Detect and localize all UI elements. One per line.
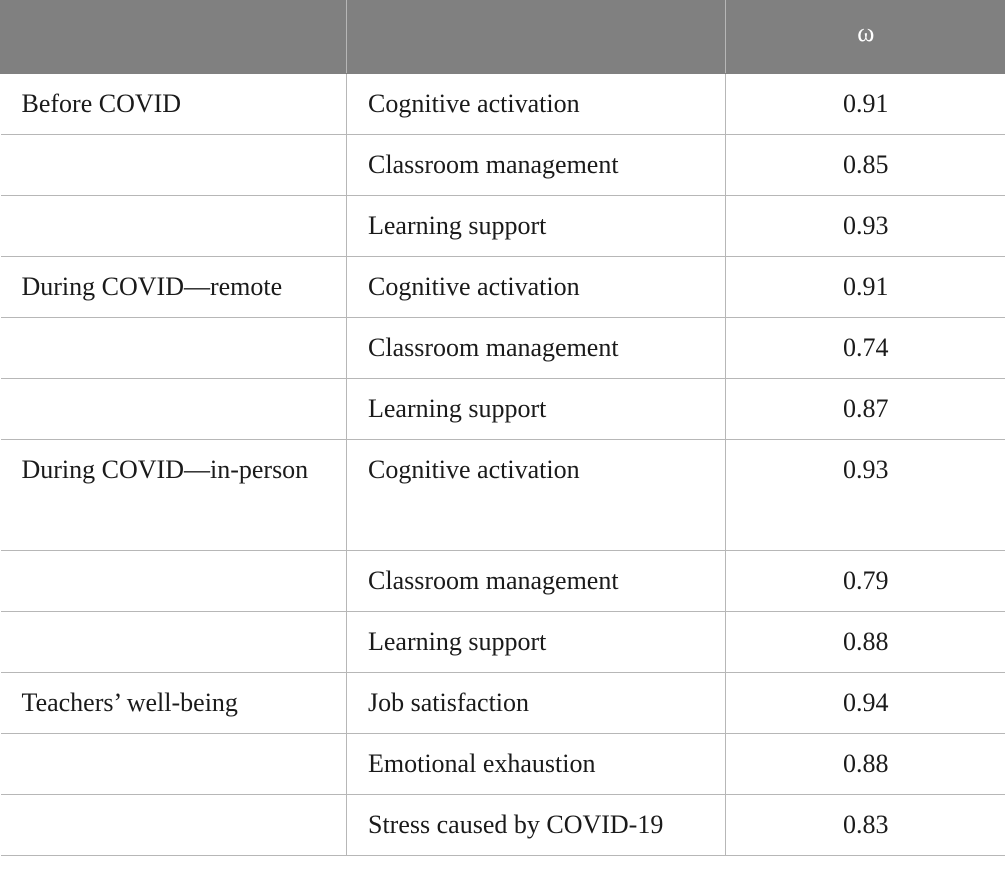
scale-cell: Cognitive activation (346, 73, 726, 135)
omega-cell: 0.87 (725, 378, 1005, 440)
table-row: Before COVID Cognitive activation 0.91 (0, 73, 1005, 135)
header-group (0, 0, 347, 74)
table-row: Emotional exhaustion 0.88 (0, 733, 1005, 795)
omega-cell: 0.74 (725, 317, 1005, 379)
omega-cell: 0.83 (725, 794, 1005, 856)
omega-cell: 0.79 (725, 550, 1005, 612)
scale-cell: Emotional exhaustion (346, 733, 726, 795)
scale-cell: Job satisfaction (346, 672, 726, 734)
table-body: Before COVID Cognitive activation 0.91 C… (0, 73, 1005, 856)
omega-cell: 0.88 (725, 611, 1005, 673)
table-row: Teachers’ well-being Job satisfaction 0.… (0, 672, 1005, 734)
group-cell (0, 550, 347, 612)
scale-cell: Learning support (346, 195, 726, 257)
group-cell (0, 733, 347, 795)
omega-cell: 0.91 (725, 73, 1005, 135)
scale-cell: Learning support (346, 378, 726, 440)
table-row: Learning support 0.87 (0, 378, 1005, 440)
omega-cell: 0.93 (725, 195, 1005, 257)
table-row: Learning support 0.93 (0, 195, 1005, 257)
group-cell: Before COVID (0, 73, 347, 135)
omega-cell: 0.94 (725, 672, 1005, 734)
omega-cell: 0.88 (725, 733, 1005, 795)
table-row: During COVID—in-person Cognitive activat… (0, 439, 1005, 551)
table-row: During COVID—remote Cognitive activation… (0, 256, 1005, 318)
header-scale (346, 0, 726, 74)
group-cell: Teachers’ well-being (0, 672, 347, 734)
table-row: Classroom management 0.85 (0, 134, 1005, 196)
scale-cell: Classroom management (346, 550, 726, 612)
omega-cell: 0.85 (725, 134, 1005, 196)
table-row: Learning support 0.88 (0, 611, 1005, 673)
group-cell (0, 611, 347, 673)
table-header: ω (0, 0, 1005, 74)
table-row: Classroom management 0.74 (0, 317, 1005, 379)
scale-cell: Stress caused by COVID-19 (346, 794, 726, 856)
group-cell (0, 378, 347, 440)
scale-cell: Learning support (346, 611, 726, 673)
scale-cell: Cognitive activation (346, 256, 726, 318)
scale-cell: Cognitive activation (346, 439, 726, 551)
group-cell (0, 794, 347, 856)
group-cell (0, 195, 347, 257)
omega-cell: 0.93 (725, 439, 1005, 551)
scale-cell: Classroom management (346, 317, 726, 379)
group-cell: During COVID—remote (0, 256, 347, 318)
table-row: Stress caused by COVID-19 0.83 (0, 794, 1005, 856)
scale-cell: Classroom management (346, 134, 726, 196)
group-cell (0, 134, 347, 196)
header-row: ω (0, 0, 1005, 74)
omega-cell: 0.91 (725, 256, 1005, 318)
group-cell (0, 317, 347, 379)
group-cell: During COVID—in-person (0, 439, 347, 551)
table-row: Classroom management 0.79 (0, 550, 1005, 612)
header-omega: ω (725, 0, 1005, 74)
